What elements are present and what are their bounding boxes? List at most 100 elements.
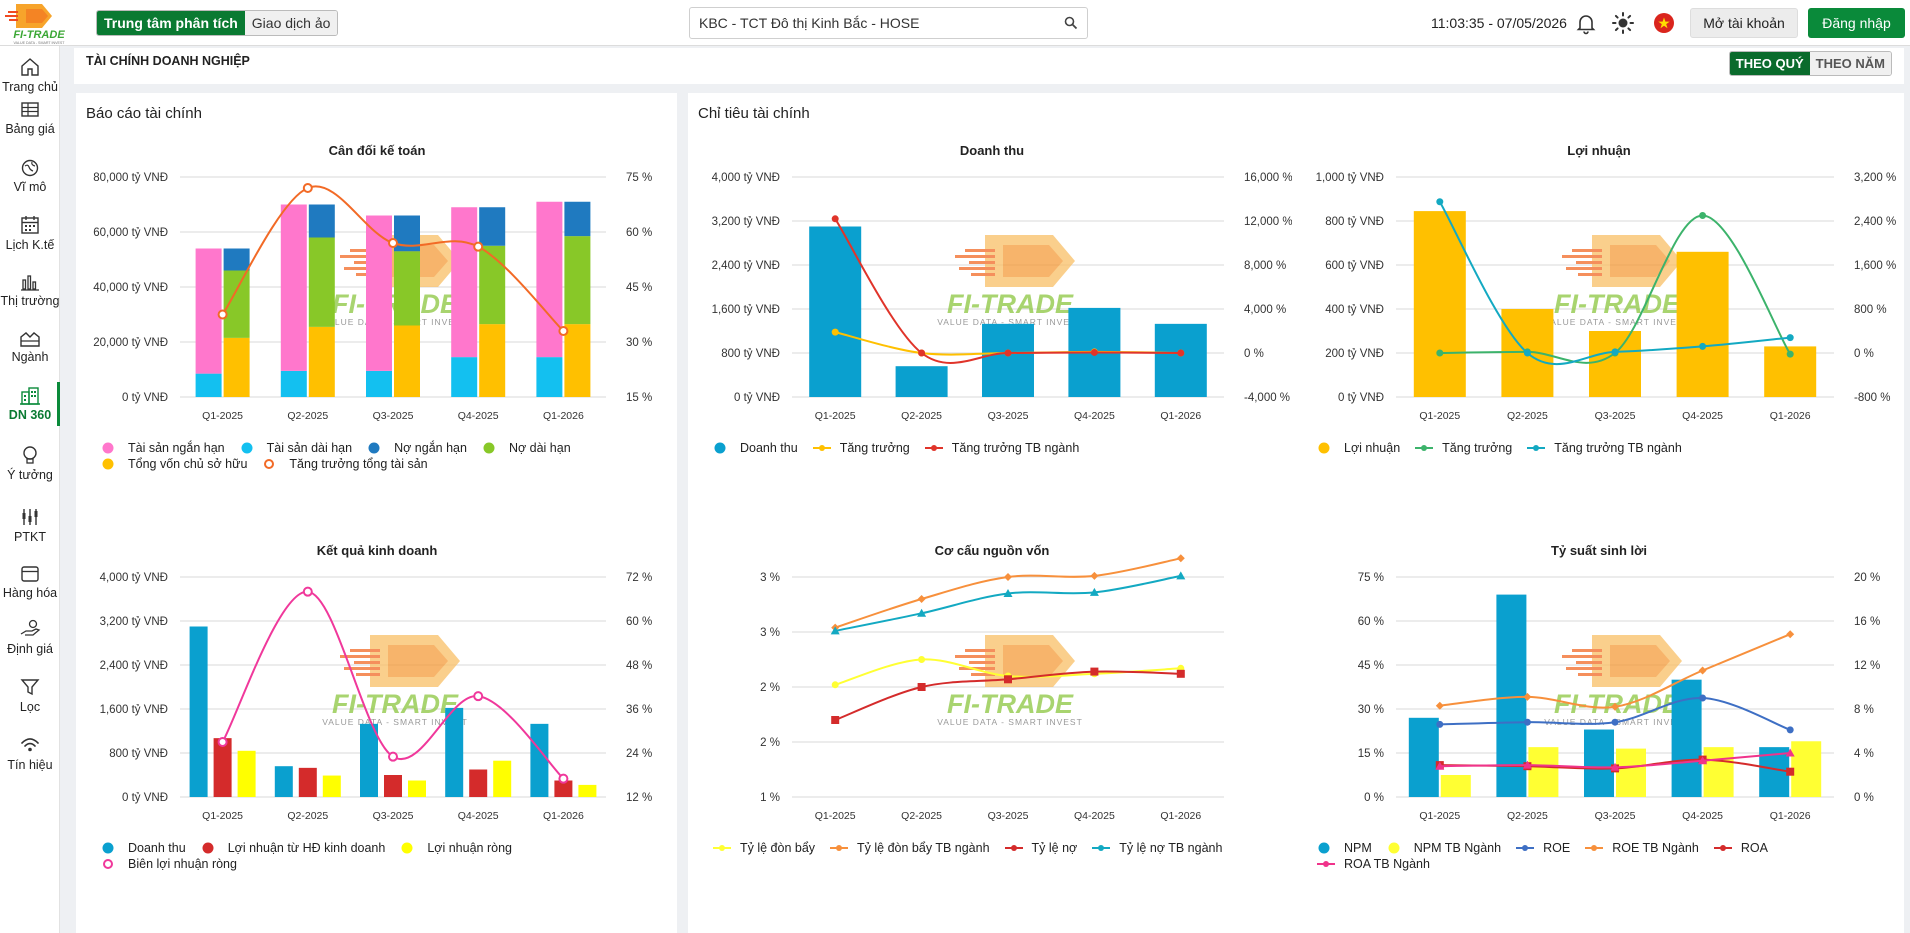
line-point[interactable] (473, 241, 484, 252)
line-point[interactable] (918, 656, 926, 663)
line-point[interactable] (1004, 573, 1012, 581)
bar[interactable] (1791, 741, 1822, 797)
line-point[interactable] (917, 608, 927, 617)
stacked-bar-segment[interactable] (366, 215, 392, 371)
bar[interactable] (1703, 747, 1734, 797)
line-point[interactable] (1523, 349, 1531, 357)
line-point[interactable] (1004, 675, 1012, 684)
line-point[interactable] (1436, 198, 1444, 206)
sidebar-item-industry[interactable]: Ngành (0, 328, 60, 364)
legend-item[interactable]: Lợi nhuận ròng (399, 841, 512, 855)
legend-item[interactable]: Nợ ngắn hạn (366, 441, 467, 455)
bar[interactable] (982, 323, 1034, 397)
legend-item[interactable]: Tăng trưởng TB ngành (924, 441, 1079, 455)
bar[interactable] (237, 750, 256, 797)
sidebar-item-filter[interactable]: Lọc (0, 676, 60, 714)
legend-item[interactable]: Tăng trưởng TB ngành (1526, 441, 1682, 455)
stacked-bar-segment[interactable] (223, 270, 250, 338)
sidebar-item-ideas[interactable]: Ý tưởng (0, 444, 60, 482)
line-point[interactable] (830, 626, 840, 635)
legend-item[interactable]: ROE (1515, 841, 1570, 855)
line-point[interactable] (831, 681, 839, 689)
vietnam-flag-icon[interactable] (1652, 11, 1676, 35)
line-point[interactable] (1436, 720, 1444, 728)
line-point[interactable] (917, 683, 926, 691)
line-point[interactable] (1699, 694, 1707, 702)
legend-item[interactable]: Nợ dài hạn (481, 441, 571, 455)
fi-trade-logo[interactable]: FI-TRADE VALUE DATA - SMART INVEST (2, 0, 76, 46)
line-point[interactable] (1611, 702, 1619, 711)
stacked-bar-segment[interactable] (280, 204, 307, 371)
sidebar-item-price-board[interactable]: Bảng giá (0, 100, 60, 136)
line-point[interactable] (1785, 748, 1795, 757)
bar[interactable] (1154, 323, 1207, 397)
bar[interactable] (408, 780, 426, 798)
line-point[interactable] (1003, 589, 1013, 597)
series-line[interactable] (835, 574, 1181, 632)
legend-item[interactable]: Tỷ lệ nợ TB ngành (1091, 841, 1222, 855)
line-point[interactable] (917, 595, 926, 603)
stacked-bar-segment[interactable] (451, 357, 478, 397)
line-point[interactable] (558, 773, 569, 784)
line-point[interactable] (1090, 571, 1099, 580)
stacked-bar-segment[interactable] (564, 324, 591, 397)
legend-item[interactable]: ROA (1713, 841, 1768, 855)
legend-item[interactable]: Lợi nhuận từ HĐ kinh doanh (200, 841, 385, 855)
open-account-button[interactable]: Mở tài khoản (1690, 8, 1798, 38)
sidebar-item-commodity[interactable]: Hàng hóa (0, 562, 60, 600)
sidebar-item-calendar[interactable]: Lịch K.tế (0, 214, 60, 252)
line-point[interactable] (1611, 348, 1619, 356)
line-point[interactable] (1176, 571, 1186, 580)
stacked-bar-segment[interactable] (223, 337, 250, 397)
legend-item[interactable]: Tỷ lệ nợ (1004, 841, 1077, 855)
line-point[interactable] (302, 183, 313, 193)
line-point[interactable] (1435, 701, 1444, 710)
line-point[interactable] (1523, 692, 1532, 701)
line-point[interactable] (1698, 756, 1708, 765)
stacked-bar-segment[interactable] (366, 370, 392, 397)
stacked-bar-segment[interactable] (195, 248, 222, 374)
bar[interactable] (493, 760, 512, 797)
tab-virtual-trading[interactable]: Giao dịch ảo (244, 11, 338, 35)
bar[interactable] (1408, 717, 1439, 797)
legend-item[interactable]: ROE TB Ngành (1584, 841, 1699, 855)
bar[interactable] (298, 767, 317, 797)
stacked-bar-segment[interactable] (308, 326, 335, 397)
line-point[interactable] (1522, 760, 1532, 769)
bar[interactable] (554, 780, 573, 798)
sidebar-item-technical[interactable]: PTKT (0, 506, 60, 544)
stacked-bar-segment[interactable] (451, 207, 478, 358)
bar[interactable] (1616, 748, 1646, 797)
bar[interactable] (809, 226, 862, 398)
line-point[interactable] (1699, 212, 1707, 219)
legend-item[interactable]: Tăng trưởng (812, 441, 910, 455)
bar[interactable] (360, 723, 378, 797)
stacked-bar-segment[interactable] (308, 237, 335, 327)
bar[interactable] (1589, 331, 1641, 397)
bar[interactable] (578, 784, 597, 797)
stacked-bar-segment[interactable] (394, 251, 420, 326)
legend-item[interactable]: ROA TB Ngành (1316, 857, 1430, 871)
stacked-bar-segment[interactable] (195, 373, 222, 397)
bar[interactable] (445, 707, 464, 797)
login-button[interactable]: Đăng nhập (1808, 8, 1905, 38)
line-point[interactable] (1176, 669, 1185, 678)
bar[interactable] (1413, 211, 1466, 397)
series-line[interactable] (1439, 214, 1792, 364)
sidebar-item-macro[interactable]: Vĩ mô (0, 158, 60, 194)
legend-item[interactable]: Doanh thu (100, 841, 186, 855)
legend-item[interactable]: Tổng vốn chủ sở hữu (100, 457, 247, 471)
bar[interactable] (1440, 775, 1471, 797)
legend-item[interactable]: Tỷ lệ đòn bẩy TB ngành (829, 841, 990, 855)
line-point[interactable] (918, 349, 926, 357)
line-point[interactable] (1176, 554, 1185, 563)
sidebar-item-signal[interactable]: Tín hiệu (0, 734, 60, 772)
line-point[interactable] (1786, 350, 1794, 358)
sidebar-item-home[interactable]: Trang chủ (0, 56, 60, 94)
bar[interactable] (469, 769, 488, 798)
line-point[interactable] (1436, 349, 1444, 357)
stacked-bar-segment[interactable] (479, 207, 506, 246)
bar[interactable] (322, 775, 341, 797)
line-point[interactable] (302, 586, 313, 597)
toggle-by-year[interactable]: THEO NĂM (1809, 52, 1891, 75)
